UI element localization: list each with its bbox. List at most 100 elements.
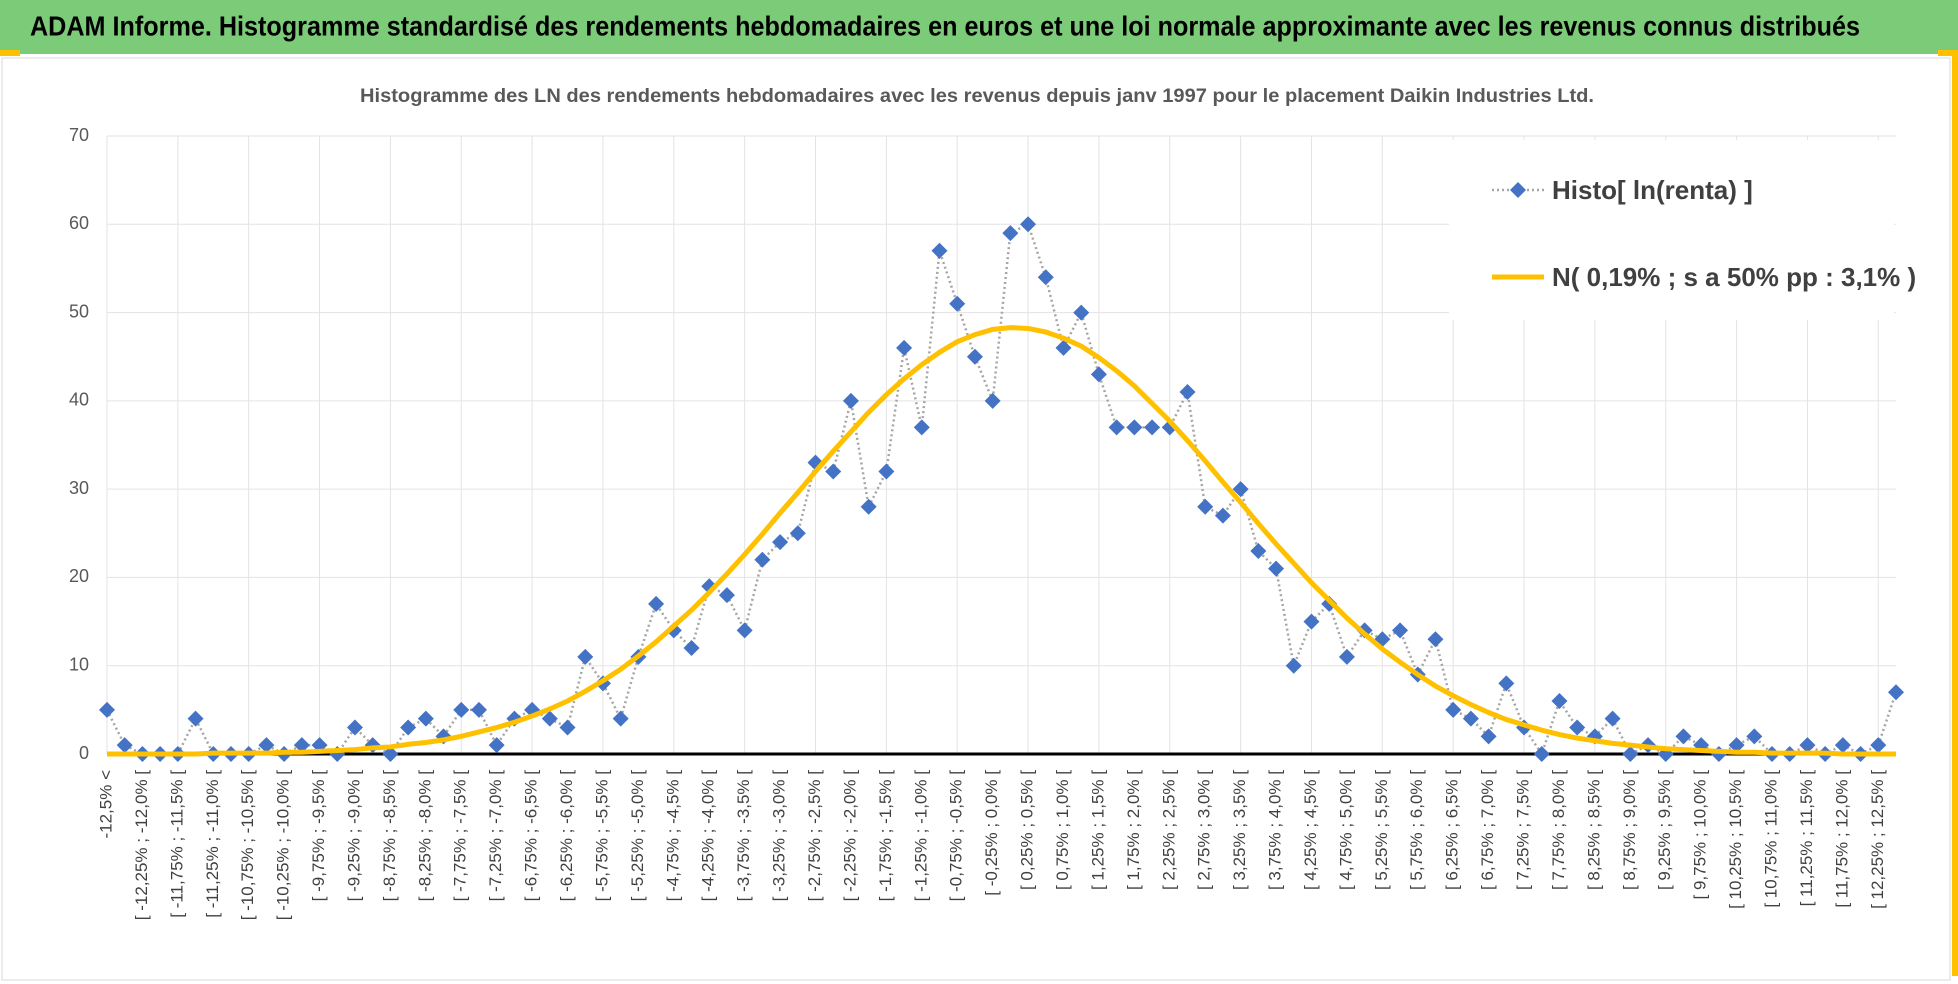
data-point [577,648,594,665]
x-tick-label: [ 9,75% ; 10,0% [ [1691,770,1710,900]
y-tick-label: 70 [69,125,89,145]
data-point [1250,542,1267,559]
data-point [931,242,948,259]
data-point [1799,737,1816,754]
data-point [417,710,434,727]
x-tick-label: [ 6,25% ; 6,5% [ [1443,770,1462,890]
x-tick-label: [ 1,25% ; 1,5% [ [1088,770,1107,890]
y-tick-label: 10 [69,654,89,674]
x-tick-label: [ 9,25% ; 9,5% [ [1655,770,1674,890]
legend-marker [1510,182,1526,198]
data-point [1834,737,1851,754]
x-tick-label: [ -6,25% ; -6,0% [ [557,770,576,902]
x-tick-label: [ -3,75% ; -3,5% [ [734,770,753,902]
x-tick-label: [ -9,75% ; -9,5% [ [309,770,328,902]
data-point [612,710,629,727]
x-tick-label: [ 10,25% ; 10,5% [ [1726,770,1745,909]
data-point [1197,498,1214,515]
x-tick-label: [ 11,75% ; 12,0% [ [1832,770,1851,908]
data-point [1037,269,1054,286]
data-point [1338,648,1355,665]
x-tick-label: [ -5,75% ; -5,5% [ [592,770,611,902]
data-point [453,701,470,718]
data-point [187,710,204,727]
data-point [559,719,576,736]
x-tick-label: [ -2,75% ; -2,5% [ [805,770,824,902]
corner-accent [1938,50,1958,56]
x-tick-label: [ -5,25% ; -5,0% [ [628,770,647,902]
data-point [1285,657,1302,674]
x-tick-label: [ 8,25% ; 8,5% [ [1584,770,1603,890]
data-point [772,534,789,551]
x-tick-label: [ 3,25% ; 3,5% [ [1230,770,1249,890]
data-point [789,525,806,542]
data-point [400,719,417,736]
x-tick-label: [ 7,25% ; 7,5% [ [1514,770,1533,890]
data-point [1462,710,1479,727]
x-tick-label: [ -7,75% ; -7,5% [ [451,770,470,902]
data-point [346,719,363,736]
data-point [99,701,115,718]
title-bar [0,0,1958,54]
data-point [1445,701,1462,718]
x-tick-label: [ -11,75% ; -11,5% [ [167,770,186,918]
x-tick-label: [ -3,25% ; -3,0% [ [770,770,789,902]
data-point [984,392,1001,409]
legend-label: N( 0,19% ; s a 50% pp : 3,1% ) [1552,262,1916,292]
data-point [1427,631,1444,648]
x-tick-label: [ -7,25% ; -7,0% [ [486,770,505,902]
data-point [1126,419,1143,436]
data-point [736,622,753,639]
data-point [1604,710,1621,727]
chart-title: Histogramme des LN des rendements hebdom… [360,86,1594,107]
data-point [754,551,771,568]
x-tick-label: [ 6,75% ; 7,0% [ [1478,770,1497,890]
data-point [1622,746,1639,762]
x-tick-label: [ -0,25% ; 0,0% [ [982,770,1001,896]
x-tick-label: [ 7,75% ; 8,0% [ [1549,770,1568,890]
y-tick-label: 40 [69,390,89,410]
x-tick-label: [ 5,25% ; 5,5% [ [1372,770,1391,890]
data-point [1888,684,1904,701]
data-point [1002,225,1019,242]
y-tick-label: 50 [69,301,89,321]
data-point [896,339,913,356]
data-point [1214,507,1231,524]
x-tick-label: [ 11,25% ; 11,5% [ [1797,770,1816,907]
y-tick-label: 60 [69,213,89,233]
corner-accent [0,50,20,56]
x-tick-label: [ 10,75% ; 11,0% [ [1761,770,1780,908]
data-point [1303,613,1320,630]
data-point [683,640,700,657]
data-point [382,746,399,762]
data-point [1232,481,1249,498]
x-tick-label: [ 0,75% ; 1,0% [ [1053,770,1072,890]
data-point [1746,728,1763,745]
data-point [1551,693,1568,710]
x-tick-label: [ -1,25% ; -1,0% [ [911,770,930,902]
y-tick-label: 20 [69,566,89,586]
legend-label: Histo[ ln(renta) ] [1552,175,1753,205]
data-point [488,737,505,754]
data-point [293,737,310,754]
x-tick-label: [ 0,25% ; 0,5% [ [1018,770,1037,890]
x-tick-label: [ -2,25% ; -2,0% [ [840,770,859,902]
data-point [470,701,487,718]
data-point [1144,419,1161,436]
series-line [107,325,1896,757]
x-tick-label: [ -8,75% ; -8,5% [ [380,770,399,902]
data-point [648,595,665,612]
data-point [1268,560,1285,577]
data-point [1675,728,1692,745]
data-point [1090,366,1107,383]
data-point [1480,728,1497,745]
data-point [1498,675,1515,692]
data-point [258,737,275,754]
data-point [1533,746,1550,762]
data-point [913,419,930,436]
x-tick-label: [ 12,25% ; 12,5% [ [1868,770,1887,909]
x-tick-label: [ -1,75% ; -1,5% [ [876,770,895,902]
chart-border [1,57,1951,981]
legend-box [1449,140,1894,320]
